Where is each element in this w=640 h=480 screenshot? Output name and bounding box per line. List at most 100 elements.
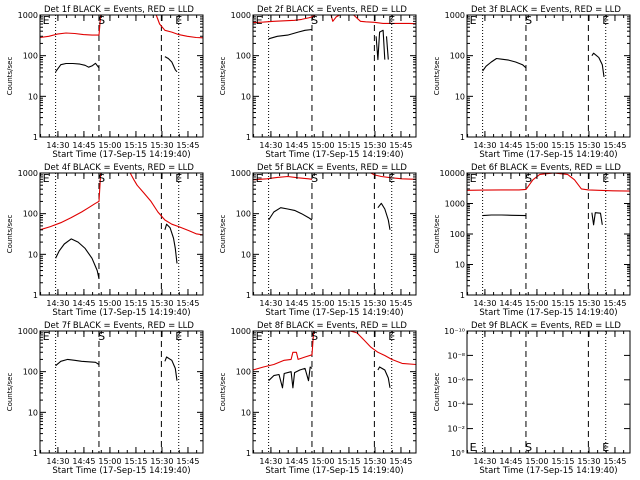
y-tick-label: 10 <box>455 92 465 101</box>
x-tick-label: 15:30 <box>363 141 386 150</box>
x-tick-label: 15:45 <box>603 299 626 308</box>
event-marker-label: E <box>470 14 477 27</box>
x-axis-label: Start Time (17-Sep-15 14:19:40) <box>479 466 617 476</box>
y-tick-label: 10⁻¹⁰ <box>444 327 465 336</box>
event-marker-label: S <box>311 172 318 185</box>
x-tick-label: 14:45 <box>499 299 522 308</box>
y-tick-label: 10 <box>241 92 251 101</box>
x-tick-label: 15:30 <box>577 457 600 466</box>
x-tick-label: 14:30 <box>259 299 282 308</box>
x-tick-label: 15:00 <box>525 299 548 308</box>
x-tick-label: 14:45 <box>499 457 522 466</box>
series-line-events <box>377 366 391 388</box>
y-tick-label: 100 <box>23 52 38 61</box>
y-tick-label: 1 <box>33 291 38 300</box>
x-axis-label: Start Time (17-Sep-15 14:19:40) <box>265 308 403 318</box>
y-axis-label: Counts/sec <box>6 215 14 254</box>
y-tick-label: 1 <box>33 449 38 458</box>
y-axis-label: Counts/sec <box>219 373 227 412</box>
y-axis-label: Counts/sec <box>6 373 14 412</box>
event-marker-label: E <box>175 172 182 185</box>
chart-title: Det 4f BLACK = Events, RED = LLD <box>44 163 194 173</box>
y-tick-label: 100 <box>450 230 465 239</box>
x-tick-label: 15:00 <box>311 299 334 308</box>
x-tick-label: 14:30 <box>473 299 496 308</box>
y-tick-label: 100 <box>23 368 38 377</box>
y-tick-label: 100 <box>450 52 465 61</box>
event-marker-label: E <box>470 441 477 454</box>
y-tick-label: 1000 <box>231 327 251 336</box>
event-marker-label: S <box>98 14 105 27</box>
x-tick-label: 14:45 <box>285 141 308 150</box>
series-line-events <box>482 214 527 217</box>
y-tick-label: 100 <box>236 368 251 377</box>
series-line-events <box>268 366 313 389</box>
x-tick-label: 15:00 <box>311 457 334 466</box>
x-tick-label: 15:45 <box>176 457 199 466</box>
event-marker-label: E <box>602 441 609 454</box>
x-tick-label: 14:45 <box>285 299 308 308</box>
event-marker-label: E <box>43 172 50 185</box>
x-axis-label: Start Time (17-Sep-15 14:19:40) <box>479 308 617 318</box>
series-line-events <box>55 62 100 73</box>
y-axis-label: Counts/sec <box>433 57 441 96</box>
series-line-events <box>268 28 313 40</box>
x-tick-label: 15:45 <box>603 457 626 466</box>
x-tick-label: 15:45 <box>176 141 199 150</box>
x-tick-label: 14:30 <box>259 141 282 150</box>
x-tick-label: 15:00 <box>311 141 334 150</box>
x-tick-label: 15:45 <box>389 299 412 308</box>
event-marker-label: E <box>256 330 263 343</box>
x-tick-label: 15:45 <box>389 141 412 150</box>
x-tick-label: 14:45 <box>285 457 308 466</box>
chart-title: Det 2f BLACK = Events, RED = LLD <box>257 5 407 15</box>
y-tick-label: 10000 <box>440 169 465 178</box>
event-marker-label: E <box>175 14 182 27</box>
series-line-lld <box>252 14 417 25</box>
x-tick-label: 15:45 <box>603 141 626 150</box>
series-line-lld <box>39 172 204 236</box>
x-tick-label: 14:30 <box>46 141 69 150</box>
y-tick-label: 10 <box>28 408 38 417</box>
x-tick-label: 14:30 <box>46 457 69 466</box>
series-line-lld <box>39 14 105 39</box>
chart-title: Det 6f BLACK = Events, RED = LLD <box>471 163 621 173</box>
event-marker-label: E <box>43 14 50 27</box>
chart-title: Det 8f BLACK = Events, RED = LLD <box>257 321 407 331</box>
event-marker-label: E <box>602 14 609 27</box>
x-tick-label: 15:15 <box>124 299 147 308</box>
plot-frame <box>466 330 631 454</box>
event-marker-label: E <box>388 172 395 185</box>
x-tick-label: 15:30 <box>363 299 386 308</box>
x-tick-label: 14:30 <box>46 299 69 308</box>
y-tick-label: 1 <box>246 133 251 142</box>
series-line-events <box>268 207 313 221</box>
y-tick-label: 10 <box>28 250 38 259</box>
y-tick-label: 10° <box>451 449 465 458</box>
y-tick-label: 10 <box>455 261 465 270</box>
x-tick-label: 14:45 <box>499 141 522 150</box>
y-tick-label: 1 <box>246 291 251 300</box>
plot-frame <box>252 330 417 454</box>
x-tick-label: 15:30 <box>363 457 386 466</box>
plot-frame <box>252 14 417 138</box>
x-tick-label: 15:00 <box>525 457 548 466</box>
y-tick-label: 1 <box>33 133 38 142</box>
chart-panel-9: Det 9f BLACK = Events, RED = LLD E S E 10° 10… <box>433 321 631 476</box>
x-tick-label: 14:30 <box>473 141 496 150</box>
x-tick-label: 14:45 <box>72 457 95 466</box>
x-tick-label: 15:00 <box>98 299 121 308</box>
x-axis-label: Start Time (17-Sep-15 14:19:40) <box>265 466 403 476</box>
chart-title: Det 3f BLACK = Events, RED = LLD <box>471 5 621 15</box>
y-tick-label: 10 <box>241 408 251 417</box>
event-marker-label: E <box>388 14 395 27</box>
y-tick-label: 1 <box>460 291 465 300</box>
chart-title: Det 9f BLACK = Events, RED = LLD <box>471 321 621 331</box>
y-tick-label: 1000 <box>18 11 38 20</box>
